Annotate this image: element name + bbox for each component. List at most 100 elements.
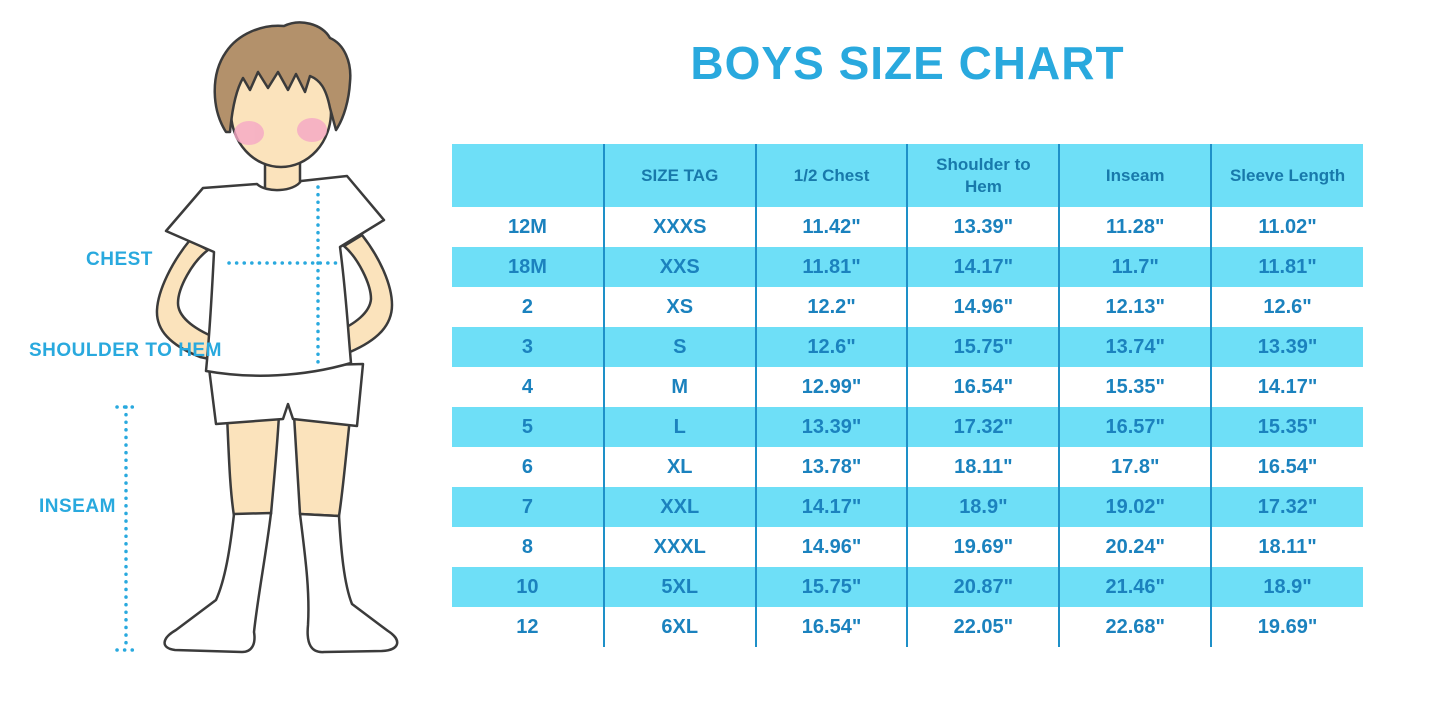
table-cell: 11.7": [1058, 247, 1212, 287]
table-cell: 19.69": [906, 527, 1060, 567]
boy-hair: [213, 21, 352, 134]
col-header-sleeve-length: Sleeve Length: [1210, 144, 1363, 207]
table-cell: 13.39": [754, 407, 908, 447]
boy-left-sock: [163, 511, 273, 654]
table-cell: 12.2": [754, 287, 908, 327]
boy-cheek-left: [234, 121, 264, 145]
table-cell: 12.13": [1058, 287, 1212, 327]
table-cell: 12.99": [754, 367, 908, 407]
table-cell: 17.32": [1210, 487, 1363, 527]
size-cell: 5: [452, 407, 604, 447]
table-row: 6 XL 13.78" 18.11" 17.8" 16.54": [452, 447, 1363, 487]
table-cell: 13.39": [1210, 327, 1363, 367]
table-cell: 18.9": [1210, 567, 1363, 607]
table-row: 7 XXL 14.17" 18.9" 19.02" 17.32": [452, 487, 1363, 527]
table-cell: 12.6": [754, 327, 908, 367]
table-cell: 20.87": [906, 567, 1060, 607]
table-cell: 18.11": [1210, 527, 1363, 567]
table-cell: 11.28": [1058, 207, 1212, 247]
table-cell: XXXS: [602, 207, 756, 247]
table-cell: 18.9": [906, 487, 1060, 527]
table-cell: 15.35": [1210, 407, 1363, 447]
size-table: SIZE TAG 1/2 Chest Shoulder to Hem Insea…: [452, 144, 1363, 647]
boy-right-leg: [292, 413, 352, 518]
table-cell: 11.42": [754, 207, 908, 247]
table-row: 12M XXXS 11.42" 13.39" 11.28" 11.02": [452, 207, 1363, 247]
table-cell: 15.75": [754, 567, 908, 607]
table-cell: 22.68": [1058, 607, 1212, 647]
table-row: 2 XS 12.2" 14.96" 12.13" 12.6": [452, 287, 1363, 327]
table-cell: M: [602, 367, 756, 407]
col-header-inseam: Inseam: [1058, 144, 1212, 207]
table-cell: 14.96": [906, 287, 1060, 327]
table-cell: 15.35": [1058, 367, 1212, 407]
size-cell: 4: [452, 367, 604, 407]
table-cell: 11.81": [1210, 247, 1363, 287]
table-cell: 16.57": [1058, 407, 1212, 447]
size-cell: 18M: [452, 247, 604, 287]
boy-left-leg: [225, 413, 281, 518]
table-cell: 13.74": [1058, 327, 1212, 367]
table-cell: 16.54": [1210, 447, 1363, 487]
table-row: 10 5XL 15.75" 20.87" 21.46" 18.9": [452, 567, 1363, 607]
table-row: 18M XXS 11.81" 14.17" 11.7" 11.81": [452, 247, 1363, 287]
table-row: 4 M 12.99" 16.54" 15.35" 14.17": [452, 367, 1363, 407]
table-cell: 15.75": [906, 327, 1060, 367]
size-cell: 8: [452, 527, 604, 567]
table-cell: S: [602, 327, 756, 367]
table-cell: 14.17": [754, 487, 908, 527]
boy-right-sock: [298, 512, 399, 654]
table-cell: 13.78": [754, 447, 908, 487]
boy-cheek-right: [297, 118, 327, 142]
table-cell: XS: [602, 287, 756, 327]
table-cell: 13.39": [906, 207, 1060, 247]
boy-measurement-illustration: [115, 21, 399, 654]
table-row: 12 6XL 16.54" 22.05" 22.68" 19.69": [452, 607, 1363, 647]
size-cell: 12M: [452, 207, 604, 247]
table-cell: 14.17": [906, 247, 1060, 287]
size-cell: 12: [452, 607, 604, 647]
table-cell: XXXL: [602, 527, 756, 567]
inseam-label: INSEAM: [39, 496, 116, 517]
table-cell: 11.81": [754, 247, 908, 287]
col-header-half-chest: 1/2 Chest: [754, 144, 908, 207]
size-cell: 7: [452, 487, 604, 527]
table-cell: XL: [602, 447, 756, 487]
table-cell: 19.02": [1058, 487, 1212, 527]
boy-shorts: [207, 362, 365, 428]
col-header-size: [452, 144, 604, 207]
size-cell: 10: [452, 567, 604, 607]
table-cell: 21.46": [1058, 567, 1212, 607]
chest-label: CHEST: [86, 249, 153, 270]
size-cell: 6: [452, 447, 604, 487]
table-row: 5 L 13.39" 17.32" 16.57" 15.35": [452, 407, 1363, 447]
table-cell: 17.32": [906, 407, 1060, 447]
table-header-row: SIZE TAG 1/2 Chest Shoulder to Hem Insea…: [452, 144, 1363, 207]
table-cell: XXL: [602, 487, 756, 527]
table-cell: 14.17": [1210, 367, 1363, 407]
boy-tshirt: [164, 174, 386, 377]
page-title: BOYS SIZE CHART: [690, 37, 1125, 89]
col-header-size-tag: SIZE TAG: [602, 144, 756, 207]
table-cell: 16.54": [906, 367, 1060, 407]
table-cell: 19.69": [1210, 607, 1363, 647]
table-cell: 5XL: [602, 567, 756, 607]
table-cell: 14.96": [754, 527, 908, 567]
table-cell: 17.8": [1058, 447, 1212, 487]
table-cell: 18.11": [906, 447, 1060, 487]
table-row: 3 S 12.6" 15.75" 13.74" 13.39": [452, 327, 1363, 367]
shoulder-to-hem-label: SHOULDER TO HEM: [29, 340, 222, 361]
table-cell: 6XL: [602, 607, 756, 647]
table-cell: XXS: [602, 247, 756, 287]
size-cell: 2: [452, 287, 604, 327]
size-cell: 3: [452, 327, 604, 367]
table-cell: 16.54": [754, 607, 908, 647]
col-header-shoulder-to-hem: Shoulder to Hem: [906, 144, 1060, 207]
table-cell: 22.05": [906, 607, 1060, 647]
table-cell: L: [602, 407, 756, 447]
table-cell: 12.6": [1210, 287, 1363, 327]
table-cell: 11.02": [1210, 207, 1363, 247]
table-cell: 20.24": [1058, 527, 1212, 567]
table-row: 8 XXXL 14.96" 19.69" 20.24" 18.11": [452, 527, 1363, 567]
